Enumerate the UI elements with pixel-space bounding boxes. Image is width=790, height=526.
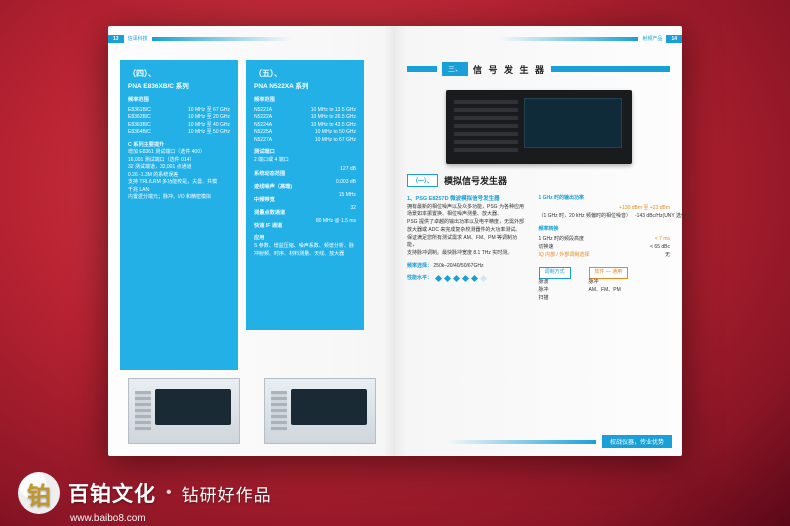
col-num: （五）、: [254, 68, 356, 80]
column-pna-e836x: （四）、 PNA E836XB/C 系列 频率范围 E8361B/C10 MHz…: [120, 60, 238, 370]
watermark-brand: 百铂文化: [68, 478, 156, 508]
page-section-label: 射频产品: [642, 35, 662, 42]
section-title-row: 三、 信 号 发 生 器: [407, 62, 670, 76]
right-body: 1、PSG E8257D 微波模拟信号发生器 拥有最新的相位噪声以及众多功能，P…: [407, 195, 670, 302]
freq-list-1: E8361B/C10 MHz 至 67 GHz E8362B/C10 MHz 至…: [128, 107, 230, 137]
watermark-logo-icon: 铂: [18, 472, 60, 514]
page-number: 13: [108, 35, 124, 43]
page-header-right: 14 射频产品: [498, 34, 682, 43]
catalog-spread: 13 信泽科技 （四）、 PNA E836XB/C 系列 频率范围 E8361B…: [108, 26, 682, 456]
diamond-icon: [480, 275, 487, 282]
right-col-specs: 1 GHz 时的输出功率 +130 dBm 至 +23 dBm （1 GHz 时…: [539, 195, 671, 302]
page-footer: 权战仪器，传业优势: [446, 435, 672, 448]
page-header-left: 13 信泽科技: [108, 34, 292, 43]
sub-text: 模拟信号发生器: [444, 174, 507, 187]
decorative-bar: [498, 37, 638, 41]
separator-icon: •: [166, 484, 172, 502]
rating-row: 性能水平：: [407, 275, 525, 283]
sub-number: （一）、: [407, 174, 438, 187]
apps: S 参数、增益压缩、噪声系数、频谱分析、脉冲射频、时序、材料测量、天线、放大器: [254, 243, 356, 258]
section-number-badge: 三、: [442, 62, 468, 76]
diamond-icon: [462, 275, 469, 282]
page-left: 13 信泽科技 （四）、 PNA E836XB/C 系列 频率范围 E8361B…: [108, 26, 395, 456]
page-number: 14: [666, 35, 682, 43]
footer-label: 权战仪器，传业优势: [602, 435, 672, 448]
mod-label: 调制方式: [539, 267, 571, 279]
freq-head: 频率范围: [128, 97, 230, 105]
section-title: 信 号 发 生 器: [473, 63, 546, 76]
watermark: 铂 百铂文化 • 钻研好作品: [18, 472, 272, 514]
column-pna-n522xa: （五）、 PNA N522XA 系列 频率范围 N5221A10 MHz to …: [246, 60, 364, 330]
instrument-photo-n522xa: [264, 378, 376, 444]
diamond-icon: [453, 275, 460, 282]
signal-generator-photo: [446, 90, 632, 164]
instrument-photo-e836x: [128, 378, 240, 444]
watermark-slogan: 钻研好作品: [182, 481, 272, 506]
left-columns: （四）、 PNA E836XB/C 系列 频率范围 E8361B/C10 MHz…: [120, 60, 383, 370]
decorative-bar: [152, 37, 292, 41]
watermark-url: www.baibo8.com: [70, 513, 146, 524]
col-title: PNA N522XA 系列: [254, 82, 356, 92]
product-name: 1、PSG E8257D 微波模拟信号发生器: [407, 195, 525, 204]
diamond-icon: [444, 275, 451, 282]
opt-label: 软件 — 通用: [589, 267, 629, 279]
right-col-description: 1、PSG E8257D 微波模拟信号发生器 拥有最新的相位噪声以及众多功能，P…: [407, 195, 525, 302]
diamond-icon: [435, 275, 442, 282]
page-section-label: 信泽科技: [128, 35, 148, 42]
page-right: 14 射频产品 三、 信 号 发 生 器 （一）、 模拟信号发生器 1、PSG …: [395, 26, 682, 456]
col-num: （四）、: [128, 68, 230, 80]
col-title: PNA E836XB/C 系列: [128, 82, 230, 92]
freq-list-2: N5221A10 MHz to 13.5 GHz N5222A10 MHz to…: [254, 107, 356, 145]
bullets: 增加 E8361 测试端口（选件 400） 16,001 测试端口（选件 014…: [128, 149, 230, 202]
decorative-bar: [446, 440, 596, 444]
product-images-row: [128, 370, 376, 444]
diamond-icon: [471, 275, 478, 282]
subsection-title: （一）、 模拟信号发生器: [407, 174, 670, 187]
